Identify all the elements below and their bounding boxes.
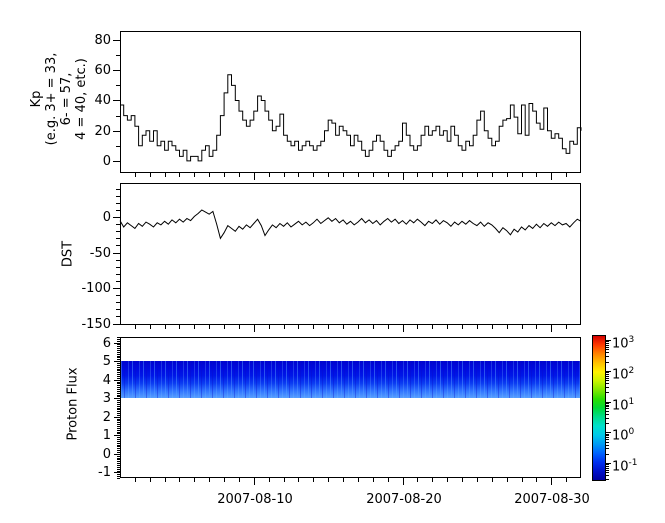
y-tick-label: 0: [102, 154, 111, 169]
colorbar: [592, 335, 606, 481]
y-tick-label: -150: [81, 317, 111, 332]
x-tick-label: 2007-08-10: [217, 492, 293, 507]
x-tick-label: 2007-08-30: [514, 492, 590, 507]
kp-y-ticks: [113, 40, 120, 162]
proton_flux-x-ticks: [135, 478, 567, 485]
y-tick-label: -50: [89, 246, 111, 261]
proton-flux-band: [121, 361, 580, 399]
y-tick-label: 1: [102, 428, 111, 443]
y-tick-label: 4: [102, 373, 111, 388]
dst-panel: [120, 183, 581, 325]
colorbar-tick-label: 10-1: [612, 458, 638, 475]
proton-flux-panel: [120, 337, 581, 478]
kp-panel: [120, 31, 581, 173]
dst-y-ticks: [113, 189, 120, 325]
y-tick-label: -1: [98, 465, 111, 480]
colorbar-tick-label: 102: [612, 366, 635, 383]
kp-axis-label-line1: Kp: [29, 90, 44, 108]
y-tick-label: 0: [102, 210, 111, 225]
y-tick-label: 5: [102, 354, 111, 369]
y-tick-label: 2: [102, 410, 111, 425]
y-tick-label: 3: [102, 391, 111, 406]
y-tick-label: 40: [94, 93, 111, 108]
y-tick-label: 6: [102, 336, 111, 351]
colorbar-tick-label: 100: [612, 427, 635, 444]
colorbar-tick-label: 103: [612, 335, 635, 352]
x-tick-label: 2007-08-20: [366, 492, 442, 507]
colorbar-ticks: [606, 340, 611, 480]
y-tick-label: 60: [94, 63, 111, 78]
kp-x-ticks: [135, 173, 567, 180]
y-tick-label: 20: [94, 124, 111, 139]
y-tick-label: -100: [81, 281, 111, 296]
kp-axis-label-line2: (e.g. 3+ = 33,: [44, 52, 59, 146]
colorbar-tick-label: 101: [612, 397, 635, 414]
y-tick-label: 80: [94, 33, 111, 48]
y-tick-label: 0: [102, 447, 111, 462]
dst-x-ticks: [135, 325, 567, 332]
